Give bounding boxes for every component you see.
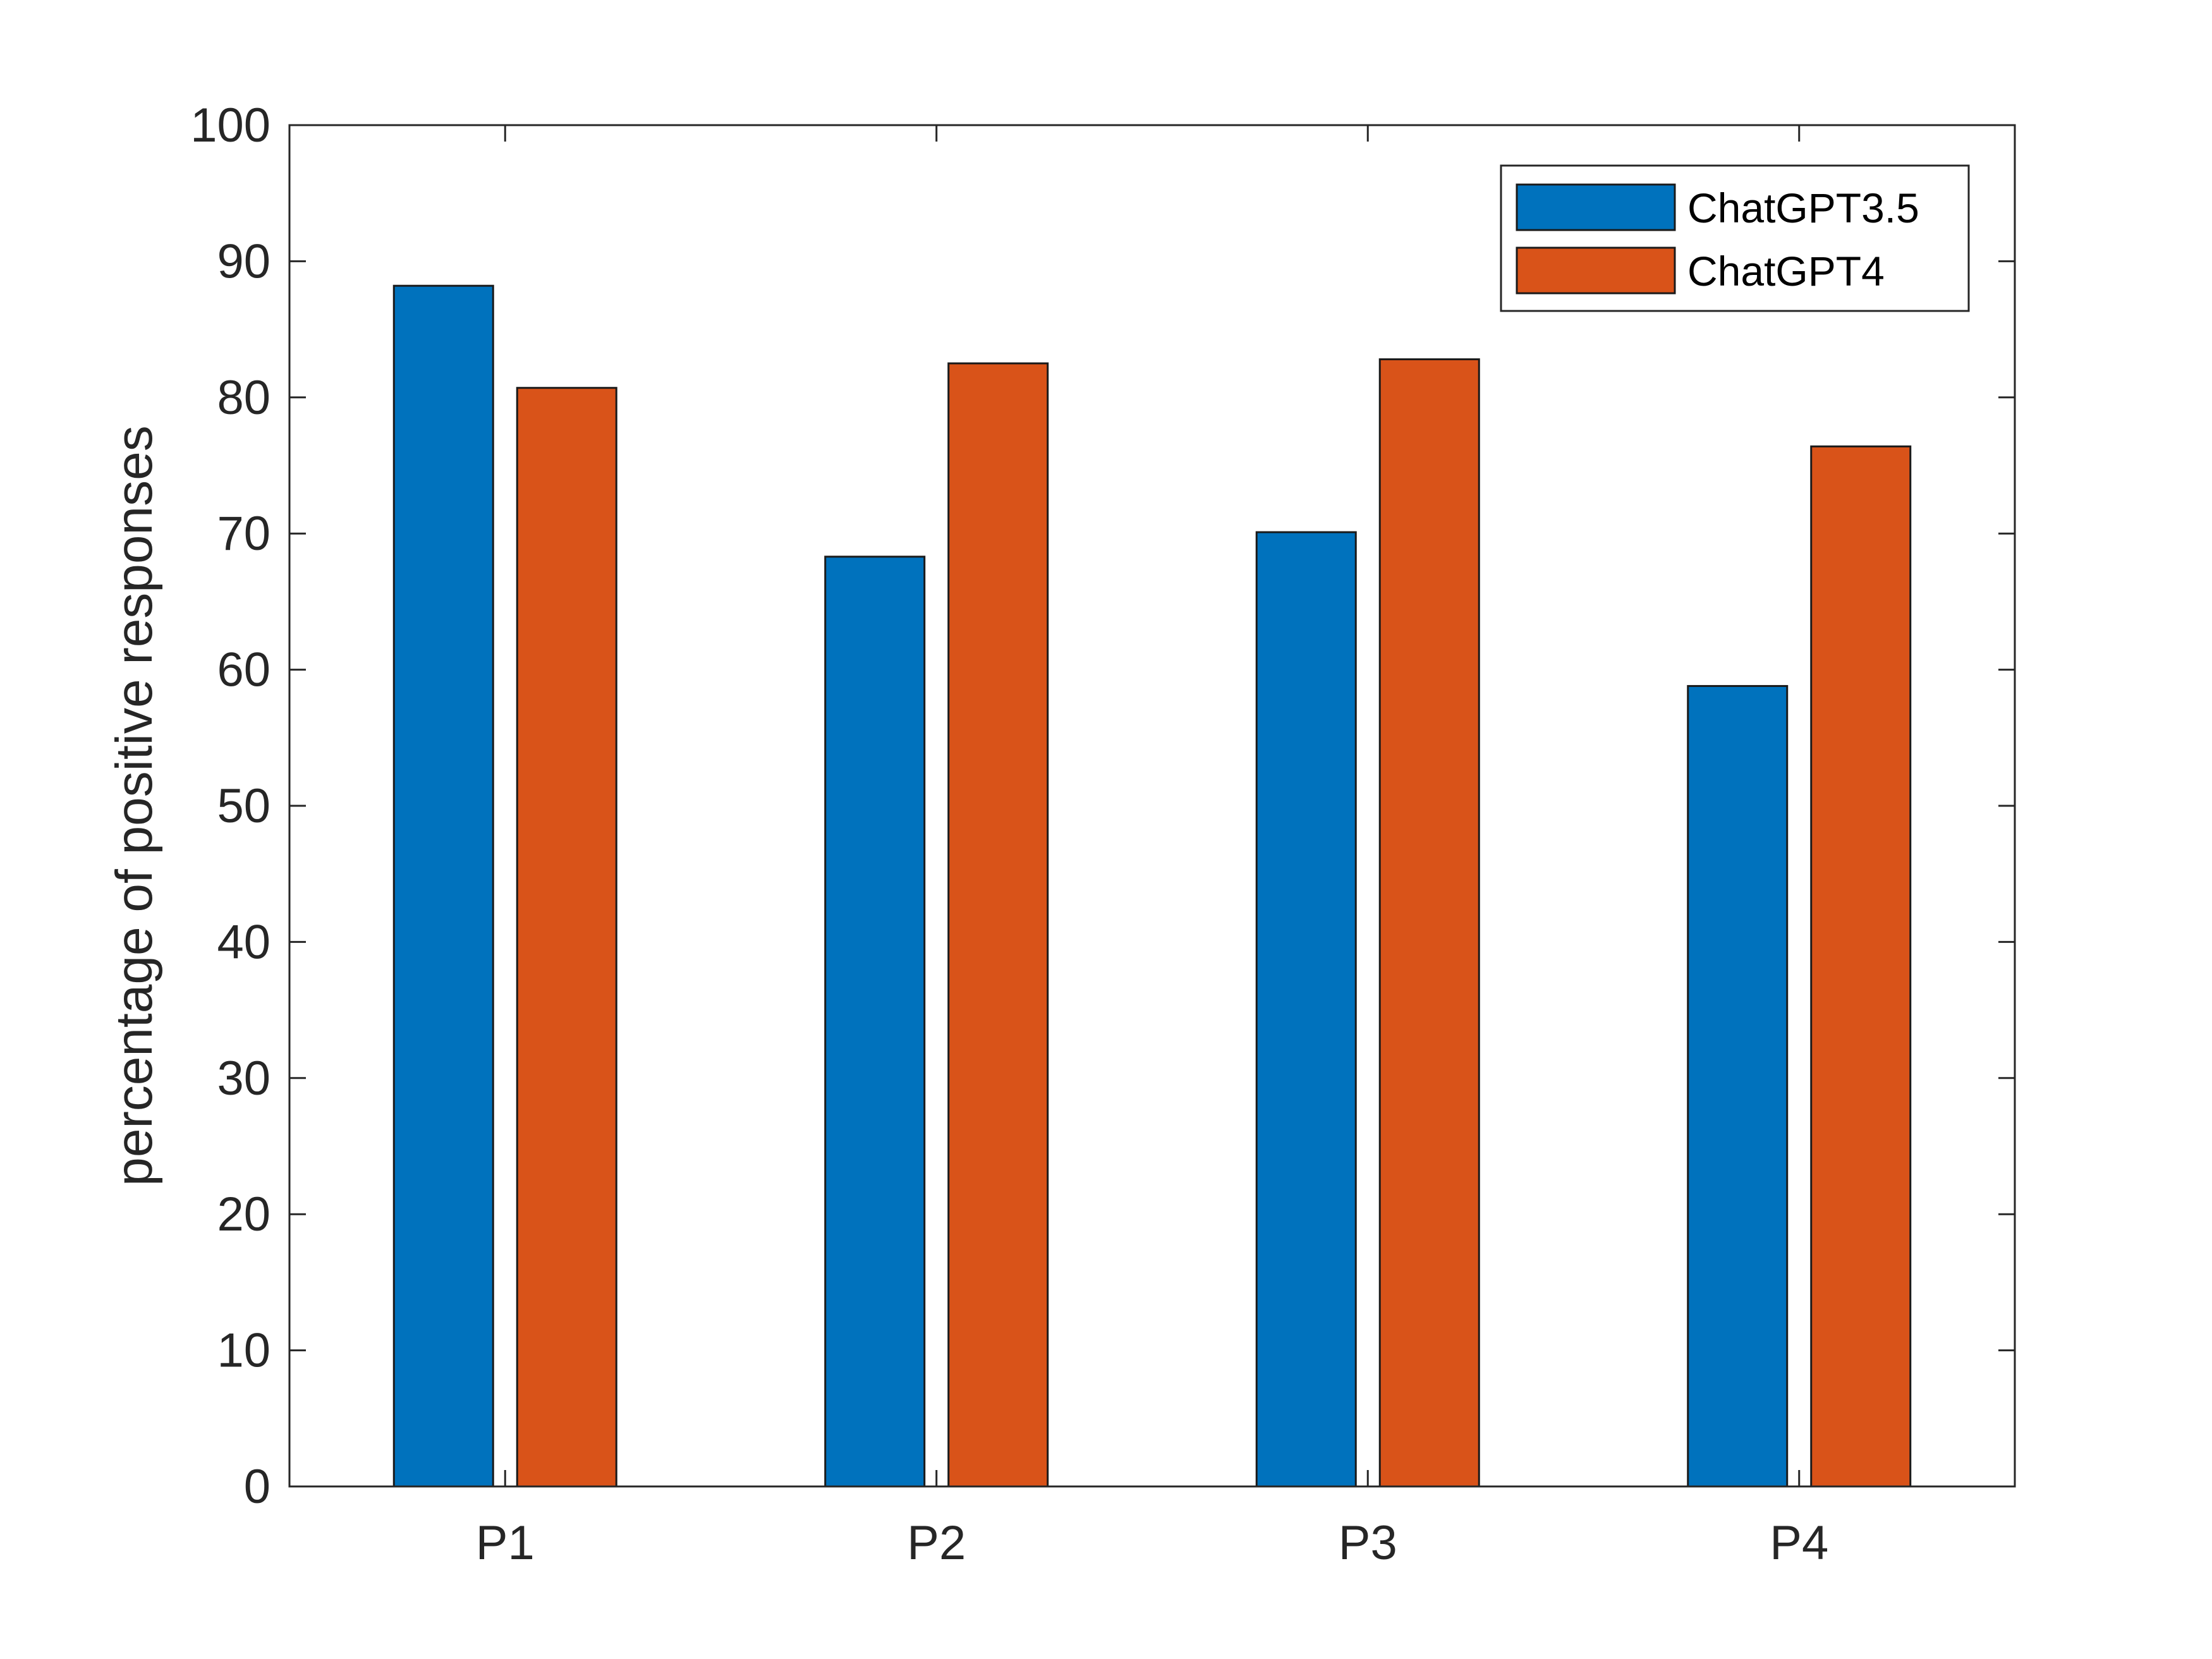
y-tick-label: 80 [217, 371, 270, 425]
y-tick-label: 30 [217, 1052, 270, 1105]
y-tick-label: 50 [217, 779, 270, 833]
y-tick-label: 40 [217, 915, 270, 969]
labels-layer: 0 10 20 30 40 50 60 70 80 90 100 P1 P2 P3 P4 [190, 99, 1828, 1570]
legend-entries: ChatGPT3.5 ChatGPT4 [1516, 183, 1919, 295]
bar-p3-series-1 [1255, 531, 1357, 1488]
bars-layer [392, 284, 1912, 1488]
x-tick-label: P4 [1770, 1516, 1828, 1570]
ticks-layer [289, 124, 2015, 1488]
y-tick-label: 70 [217, 507, 270, 561]
legend: ChatGPT3.5 ChatGPT4 [1500, 164, 1970, 312]
legend-swatch [1516, 183, 1676, 231]
y-tick-label: 90 [217, 234, 270, 288]
y-tick-label: 10 [217, 1324, 270, 1378]
bar-p2-series-1 [824, 556, 926, 1488]
y-axis-title: percentage of positive responses [106, 425, 163, 1186]
y-tick-label: 60 [217, 643, 270, 697]
x-tick-label: P3 [1339, 1516, 1397, 1570]
legend-swatch [1516, 246, 1676, 295]
legend-label: ChatGPT3.5 [1687, 185, 1919, 231]
x-tick-label: P2 [907, 1516, 966, 1570]
bar-p3-series-2 [1378, 358, 1480, 1488]
bar-p1-series-1 [392, 284, 494, 1488]
bar-p4-series-1 [1687, 684, 1789, 1488]
y-tick-label: 20 [217, 1188, 270, 1241]
bar-p1-series-2 [516, 387, 617, 1488]
legend-label: ChatGPT4 [1687, 248, 1885, 295]
y-tick-label: 0 [244, 1460, 270, 1514]
bar-p2-series-2 [947, 362, 1049, 1488]
y-tick-label: 100 [190, 99, 270, 152]
bar-p4-series-2 [1810, 445, 1912, 1488]
x-tick-label: P1 [476, 1516, 535, 1570]
